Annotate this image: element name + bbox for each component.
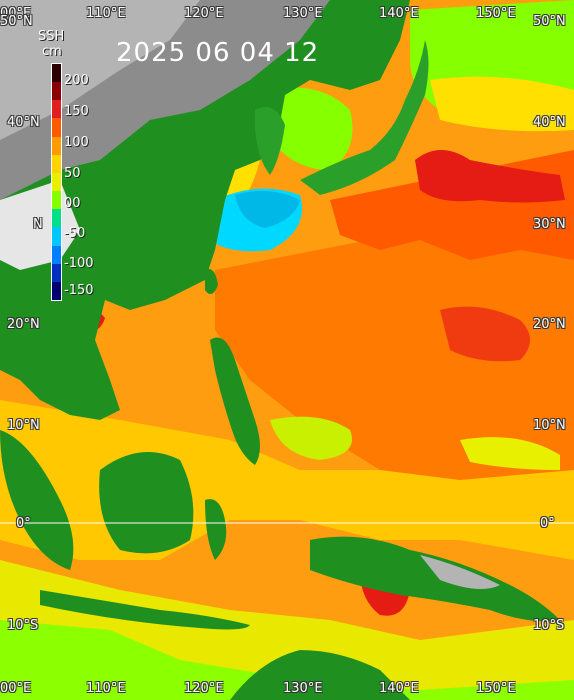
north-pacific-yellow	[430, 76, 574, 132]
lat-label-right: 0°	[540, 516, 555, 531]
lon-label-top: 130°E	[283, 6, 323, 21]
colorbar-segment	[52, 82, 61, 101]
land-java	[40, 590, 250, 630]
lon-label-bottom: 150°E	[476, 681, 516, 696]
lon-label-bottom: 130°E	[283, 681, 323, 696]
colorbar-segment	[52, 209, 61, 228]
land-new-guinea	[310, 536, 560, 622]
lat-label-right: 40°N	[533, 115, 566, 130]
colorbar	[51, 63, 62, 301]
colorbar-tick: -100	[64, 256, 94, 271]
east-china-sea-cyan-deep	[235, 191, 300, 228]
lat-label-left: 40°N	[7, 115, 40, 130]
colorbar-label: SSH	[38, 29, 65, 44]
lat-label-right: 50°N	[533, 14, 566, 29]
lon-label-top: 150°E	[476, 6, 516, 21]
lon-label-bottom: 140°E	[379, 681, 419, 696]
colorbar-tick: 50	[64, 166, 81, 181]
land-new-guinea-highlands	[420, 555, 500, 589]
lat-label-left: 10°N	[7, 418, 40, 433]
lon-label-top: 00°E	[0, 6, 32, 21]
land-korea	[255, 107, 285, 175]
lon-label-bottom: 00°E	[0, 681, 32, 696]
colorbar-segment	[52, 172, 61, 192]
land-japan	[300, 40, 429, 195]
lat-label-right: 10°S	[533, 618, 565, 633]
colorbar-segment	[52, 154, 61, 173]
colorbar-tick: 200	[64, 73, 89, 88]
colorbar-tick: -150	[64, 283, 94, 298]
lon-label-bottom: 120°E	[184, 681, 224, 696]
colorbar-tick: 100	[64, 135, 89, 150]
land-asia-plateau	[0, 0, 200, 140]
lon-label-top: 110°E	[86, 6, 126, 21]
lon-label-top: 120°E	[184, 6, 224, 21]
hotspot-north	[415, 150, 565, 203]
lat-label-right: 20°N	[533, 317, 566, 332]
south-green	[0, 620, 574, 700]
sea-of-japan	[268, 87, 353, 170]
lat-label-left: N	[33, 217, 43, 232]
colorbar-segment	[52, 100, 61, 119]
colorbar-tick: 00	[64, 196, 81, 211]
green-patch-celebes	[270, 416, 352, 460]
map-date-title: 2025 06 04 12	[116, 38, 320, 68]
colorbar-segment	[52, 191, 61, 210]
yellow-patch-east	[460, 437, 560, 470]
colorbar-unit: cm	[42, 44, 62, 59]
land-sulawesi	[205, 499, 227, 560]
land-taiwan	[205, 269, 218, 294]
colorbar-segment	[52, 227, 61, 246]
colorbar-segment	[52, 245, 61, 264]
lon-label-bottom: 110°E	[86, 681, 126, 696]
land-philippines	[210, 337, 260, 465]
lat-label-left: 0°	[16, 516, 31, 531]
lat-label-right: 10°N	[533, 418, 566, 433]
colorbar-segment	[52, 281, 61, 301]
colorbar-segment	[52, 136, 61, 155]
lat-label-right: 30°N	[533, 217, 566, 232]
lon-label-top: 140°E	[379, 6, 419, 21]
hotspot-east	[440, 306, 530, 362]
land-sumatra	[0, 430, 74, 570]
colorbar-tick: -50	[64, 226, 86, 241]
colorbar-segment	[52, 64, 61, 83]
lat-label-left: 50°N	[0, 14, 33, 29]
lat-label-left: 10°S	[7, 618, 39, 633]
colorbar-segment	[52, 118, 61, 137]
land-australia	[230, 650, 410, 700]
colorbar-segment	[52, 263, 61, 282]
land-borneo	[99, 452, 194, 554]
lat-label-left: 20°N	[7, 317, 40, 332]
colorbar-tick: 150	[64, 104, 89, 119]
